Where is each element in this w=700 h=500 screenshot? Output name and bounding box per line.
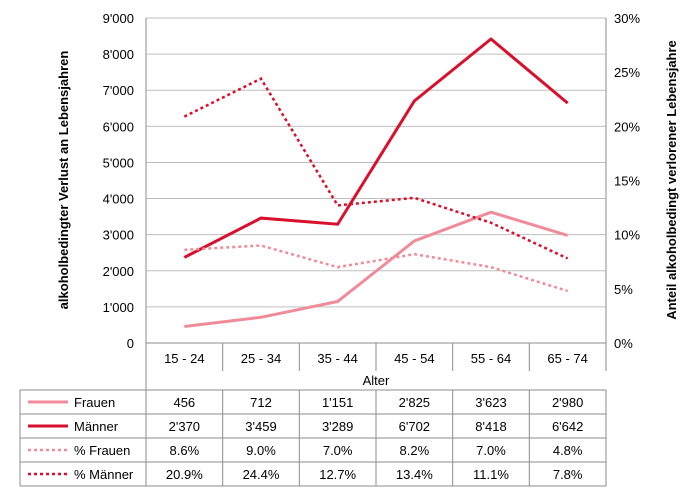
category-label: 25 - 34 [241, 351, 281, 366]
data-label: 1'151 [322, 395, 353, 410]
data-label: 456 [173, 395, 195, 410]
data-label: 12.7% [319, 467, 356, 482]
data-label: 3'289 [322, 419, 353, 434]
data-label: 7.8% [553, 467, 583, 482]
data-label: 6'642 [552, 419, 583, 434]
y-tick-label: 5'000 [103, 155, 134, 170]
y-tick-label: 7'000 [103, 83, 134, 98]
series-line-1 [183, 37, 569, 259]
category-label: 35 - 44 [317, 351, 357, 366]
y2-axis-title: Anteil alkoholbedingt verlorener Lebensj… [664, 40, 679, 320]
data-label: 2'825 [399, 395, 430, 410]
data-label: 712 [250, 395, 272, 410]
data-label: 4.8% [553, 443, 583, 458]
y-tick-label: 0 [127, 336, 134, 351]
category-label: 55 - 64 [471, 351, 511, 366]
y-tick-label: 8'000 [103, 47, 134, 62]
y-tick-label: 3'000 [103, 228, 134, 243]
y2-axis-ticks: 0% 5% 10% 15% 20% 25% 30% [614, 11, 640, 351]
y2-tick-label: 5% [614, 282, 633, 297]
category-label: 65 - 74 [547, 351, 587, 366]
series-line-0 [184, 210, 569, 329]
legend-label: % Frauen [74, 443, 130, 458]
data-label: 8.2% [400, 443, 430, 458]
y-axis-title: alkoholbedingter Verlust an Lebensjahren [56, 51, 71, 310]
y2-tick-label: 25% [614, 65, 640, 80]
y-tick-label: 4'000 [103, 192, 134, 207]
y2-tick-label: 10% [614, 228, 640, 243]
plot-frame [145, 18, 607, 344]
data-table: 15 - 24 25 - 34 35 - 44 45 - 54 55 - 64 65 - … [19, 343, 607, 487]
data-label: 11.1% [473, 467, 509, 482]
y2-tick-label: 0% [614, 336, 633, 351]
y2-tick-label: 30% [614, 11, 640, 26]
series-line-3 [183, 77, 569, 260]
category-label: 15 - 24 [164, 351, 204, 366]
data-label: 8.6% [170, 443, 200, 458]
data-label: 7.0% [476, 443, 506, 458]
data-label: 13.4% [396, 467, 433, 482]
y-tick-label: 9'000 [103, 11, 134, 26]
series-line-2 [184, 244, 569, 293]
series-lines [183, 37, 569, 329]
data-label: 2'370 [169, 419, 200, 434]
legend-label: Männer [74, 419, 119, 434]
data-label: 3'623 [475, 395, 506, 410]
y-tick-label: 2'000 [103, 264, 134, 279]
y-tick-label: 1'000 [103, 300, 134, 315]
y-tick-label: 6'000 [103, 119, 134, 134]
data-label: 6'702 [399, 419, 430, 434]
legend-label: Frauen [74, 395, 115, 410]
data-label: 24.4% [243, 467, 280, 482]
y2-tick-label: 20% [614, 119, 640, 134]
y-axis-ticks: 0 1'000 2'000 3'000 4'000 5'000 6'000 7'000 8'00… [103, 11, 134, 351]
data-label: 3'459 [245, 419, 276, 434]
x-axis-title: Alter [363, 373, 390, 388]
data-label: 2'980 [552, 395, 583, 410]
data-label: 7.0% [323, 443, 353, 458]
category-label: 45 - 54 [394, 351, 434, 366]
legend-label: % Männer [74, 467, 134, 482]
data-label: 20.9% [166, 467, 203, 482]
data-label: 8'418 [475, 419, 506, 434]
y2-tick-label: 15% [614, 174, 640, 189]
data-label: 9.0% [246, 443, 276, 458]
